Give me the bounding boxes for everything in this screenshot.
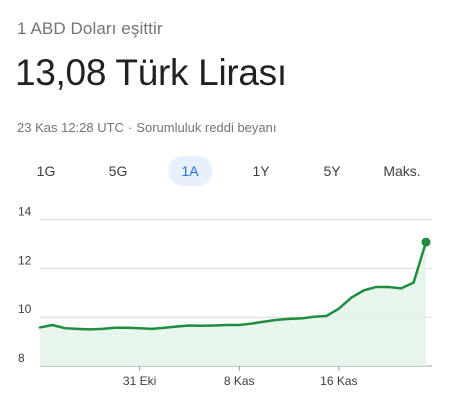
tab-1-month[interactable]: 1A xyxy=(167,153,213,189)
tab-label: 1G xyxy=(36,163,56,179)
y-tick-label: 10 xyxy=(18,302,32,316)
y-tick-label: 8 xyxy=(18,351,25,365)
tab-label: Maks. xyxy=(383,163,421,179)
price-chart[interactable]: 14 12 10 8 31 Eki 8 Kas 16 Kas xyxy=(0,205,450,407)
tab-max[interactable]: Maks. xyxy=(383,153,420,189)
tab-1-day[interactable]: 1G xyxy=(37,153,56,189)
tab-5-years[interactable]: 5Y xyxy=(323,153,340,189)
x-tick-label: 16 Kas xyxy=(320,374,357,388)
series-line xyxy=(38,240,428,331)
tab-label: 1A xyxy=(181,163,199,179)
rate-metadata: 23 Kas 12:28 UTC · Sorumluluk reddi beyanı xyxy=(17,120,277,135)
range-tabs: 1G 5G 1A 1Y 5Y Maks. xyxy=(18,153,438,189)
y-tick-label: 12 xyxy=(18,253,32,267)
x-tick-label: 8 Kas xyxy=(224,374,255,388)
x-tick-label: 31 Eki xyxy=(123,374,156,388)
separator-dot: · xyxy=(127,120,133,135)
disclaimer-link[interactable]: Sorumluluk reddi beyanı xyxy=(136,120,277,135)
tab-label: 1Y xyxy=(252,163,270,179)
tab-label: 5Y xyxy=(323,163,341,179)
latest-point xyxy=(421,237,431,247)
timestamp: 23 Kas 12:28 UTC xyxy=(17,120,124,135)
tab-5-days[interactable]: 5G xyxy=(109,153,128,189)
tab-label: 5G xyxy=(108,163,128,179)
area-fill xyxy=(40,242,426,366)
exchange-rate-value: 13,08 Türk Lirası xyxy=(15,52,287,93)
tab-1-year[interactable]: 1Y xyxy=(252,153,269,189)
y-tick-label: 14 xyxy=(18,205,32,219)
conversion-subtitle: 1 ABD Doları eşittir xyxy=(17,19,163,38)
